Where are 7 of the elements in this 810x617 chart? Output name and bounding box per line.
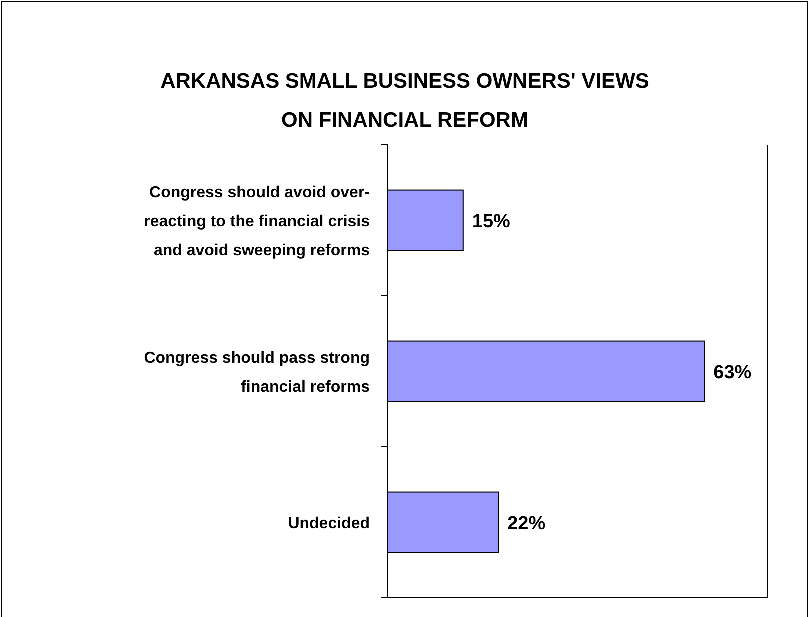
data-label: 63%	[714, 362, 752, 384]
y-tick-label: Congress should pass strong financial reforms	[144, 350, 370, 396]
data-label: 22%	[508, 514, 546, 534]
y-tick-label: Undecided	[288, 516, 370, 532]
data-label: 15%	[472, 212, 511, 232]
chart-title: ARKANSAS SMALL BUSINESS OWNERS' VIEWS ON FINANCIAL REFORM	[160, 70, 650, 132]
y-tick-label: Congress should avoid over-reacting to the financial crisis and avoid sweeping reforms	[144, 184, 370, 260]
